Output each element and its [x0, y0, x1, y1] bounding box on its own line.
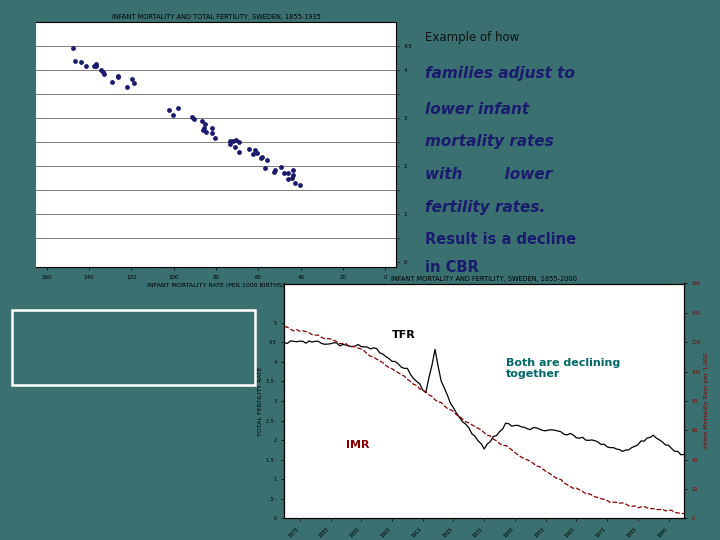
- Text: IMR: IMR: [346, 440, 369, 450]
- Point: [275, 163, 287, 172]
- Point: [233, 138, 245, 147]
- Point: [278, 169, 289, 178]
- Point: [67, 44, 78, 52]
- Point: [243, 144, 255, 153]
- Point: [168, 111, 179, 120]
- Point: [250, 146, 261, 154]
- Point: [95, 65, 107, 74]
- Point: [256, 153, 267, 161]
- Point: [210, 134, 221, 143]
- Point: [251, 148, 263, 157]
- Text: Both are declining
together: Both are declining together: [505, 358, 620, 380]
- Text: in CBR: in CBR: [425, 260, 479, 275]
- Point: [112, 72, 124, 80]
- Point: [228, 136, 239, 145]
- Point: [268, 167, 279, 176]
- Point: [69, 57, 81, 65]
- FancyBboxPatch shape: [12, 310, 255, 386]
- Point: [91, 60, 102, 69]
- Point: [206, 129, 217, 137]
- Text: Example of how: Example of how: [425, 31, 519, 44]
- Point: [122, 83, 133, 92]
- Point: [126, 75, 138, 84]
- Point: [233, 147, 245, 156]
- Point: [90, 62, 102, 70]
- Point: [188, 114, 199, 123]
- Y-axis label: TOTAL FERTILITY RATE: TOTAL FERTILITY RATE: [258, 366, 263, 436]
- Point: [207, 124, 218, 133]
- Point: [163, 105, 175, 114]
- Point: [173, 104, 184, 113]
- Text: mortality rates: mortality rates: [425, 134, 554, 149]
- Point: [197, 116, 208, 125]
- Text: Result is a decline: Result is a decline: [425, 232, 576, 247]
- Point: [197, 126, 209, 134]
- Point: [287, 171, 299, 180]
- Point: [230, 143, 241, 151]
- Point: [128, 78, 140, 87]
- X-axis label: INFANT MORTALITY RATE (PER 1000 BIRTHS): INFANT MORTALITY RATE (PER 1000 BIRTHS): [148, 283, 284, 288]
- Point: [186, 112, 198, 121]
- Point: [260, 164, 271, 173]
- Text: families adjust to: families adjust to: [425, 66, 575, 82]
- Point: [97, 68, 109, 77]
- Text: fertility rates.: fertility rates.: [425, 199, 545, 214]
- Point: [225, 137, 236, 146]
- Point: [112, 72, 124, 81]
- Point: [294, 181, 305, 190]
- Point: [224, 139, 235, 148]
- Point: [287, 174, 298, 183]
- Point: [287, 166, 299, 174]
- Text: with        lower: with lower: [425, 167, 552, 182]
- Text: TFR: TFR: [392, 330, 415, 340]
- Point: [99, 70, 110, 79]
- Point: [282, 169, 293, 178]
- Y-axis label: Infant Mortality Rate per 1,000: Infant Mortality Rate per 1,000: [703, 353, 708, 449]
- Point: [200, 127, 212, 136]
- Point: [255, 153, 266, 162]
- Title: INFANT MORTALITY AND FERTILITY, SWEDEN, 1855-2000: INFANT MORTALITY AND FERTILITY, SWEDEN, …: [391, 276, 577, 282]
- Point: [230, 136, 241, 144]
- Point: [80, 62, 91, 71]
- Point: [199, 124, 210, 132]
- Title: INFANT MORTALITY AND TOTAL FERTILITY, SWEDEN, 1855-1935: INFANT MORTALITY AND TOTAL FERTILITY, SW…: [112, 14, 320, 20]
- Text: This is a temporal
trend diagram.: This is a temporal trend diagram.: [58, 328, 212, 363]
- Point: [199, 120, 211, 129]
- Point: [75, 58, 86, 66]
- Point: [289, 178, 301, 187]
- Text: lower infant: lower infant: [425, 102, 529, 117]
- Point: [269, 165, 281, 174]
- Point: [247, 150, 258, 158]
- Point: [89, 61, 100, 70]
- Point: [107, 78, 118, 86]
- Point: [282, 174, 294, 183]
- Point: [261, 156, 272, 165]
